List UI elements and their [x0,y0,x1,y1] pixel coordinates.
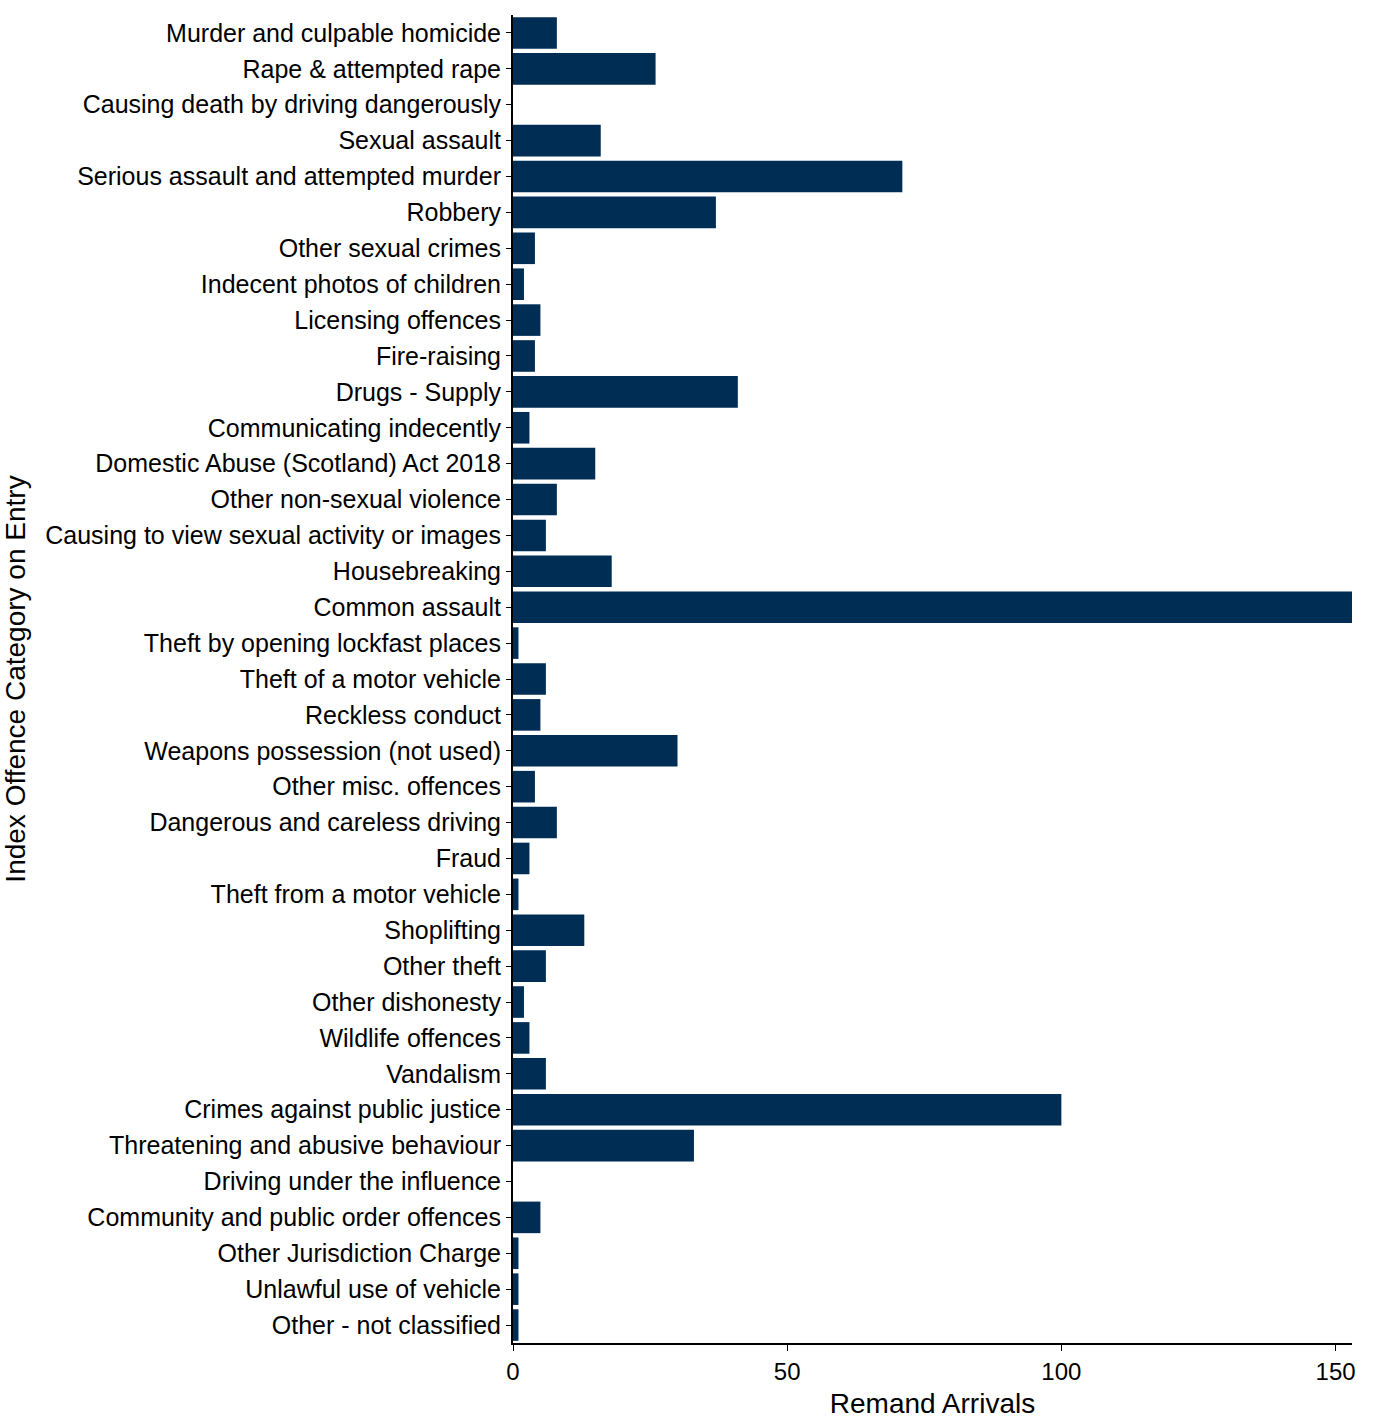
svg-text:Rape & attempted rape: Rape & attempted rape [243,55,502,83]
svg-text:Drugs - Supply: Drugs - Supply [336,378,502,406]
svg-text:Wildlife offences: Wildlife offences [319,1024,501,1052]
svg-text:50: 50 [774,1358,801,1385]
svg-text:0: 0 [506,1358,519,1385]
svg-text:Unlawful use of vehicle: Unlawful use of vehicle [245,1275,501,1303]
svg-text:Licensing offences: Licensing offences [294,306,501,334]
svg-text:Dangerous and careless driving: Dangerous and careless driving [149,808,501,836]
svg-text:Driving under the influence: Driving under the influence [204,1167,501,1195]
svg-text:Crimes against public justice: Crimes against public justice [184,1095,501,1123]
svg-text:Serious assault and attempted: Serious assault and attempted murder [77,162,501,190]
svg-text:Communicating indecently: Communicating indecently [208,414,502,442]
svg-text:150: 150 [1316,1358,1356,1385]
svg-text:Domestic Abuse (Scotland) Act: Domestic Abuse (Scotland) Act 2018 [95,449,501,477]
svg-text:Reckless conduct: Reckless conduct [305,701,501,729]
svg-text:Shoplifting: Shoplifting [384,916,501,944]
svg-text:Fire-raising: Fire-raising [376,342,501,370]
svg-text:Causing to view sexual activit: Causing to view sexual activity or image… [45,521,501,549]
svg-text:Theft by opening lockfast plac: Theft by opening lockfast places [144,629,501,657]
svg-text:Other sexual crimes: Other sexual crimes [279,234,501,262]
svg-text:Index Offence Category on Entr: Index Offence Category on Entry [0,475,31,882]
svg-text:Murder and culpable homicide: Murder and culpable homicide [166,19,501,47]
svg-text:100: 100 [1041,1358,1081,1385]
svg-text:Weapons possession (not used): Weapons possession (not used) [144,737,501,765]
svg-text:Robbery: Robbery [407,198,502,226]
svg-text:Causing death by driving dange: Causing death by driving dangerously [83,90,502,118]
svg-text:Other non-sexual violence: Other non-sexual violence [211,485,501,513]
svg-text:Fraud: Fraud [436,844,501,872]
svg-text:Other dishonesty: Other dishonesty [312,988,501,1016]
svg-text:Threatening and abusive behavi: Threatening and abusive behaviour [109,1131,501,1159]
svg-text:Other - not classified: Other - not classified [272,1311,501,1339]
svg-text:Other theft: Other theft [383,952,501,980]
svg-text:Theft of a motor vehicle: Theft of a motor vehicle [240,665,501,693]
svg-text:Remand Arrivals: Remand Arrivals [830,1388,1035,1419]
svg-text:Sexual assault: Sexual assault [338,126,501,154]
svg-text:Other misc. offences: Other misc. offences [272,772,501,800]
svg-text:Housebreaking: Housebreaking [333,557,501,585]
svg-text:Vandalism: Vandalism [386,1060,501,1088]
svg-text:Other Jurisdiction Charge: Other Jurisdiction Charge [218,1239,501,1267]
svg-text:Theft from a motor vehicle: Theft from a motor vehicle [211,880,501,908]
svg-text:Common assault: Common assault [313,593,501,621]
svg-text:Community and public order off: Community and public order offences [87,1203,501,1231]
svg-text:Indecent photos of children: Indecent photos of children [201,270,501,298]
